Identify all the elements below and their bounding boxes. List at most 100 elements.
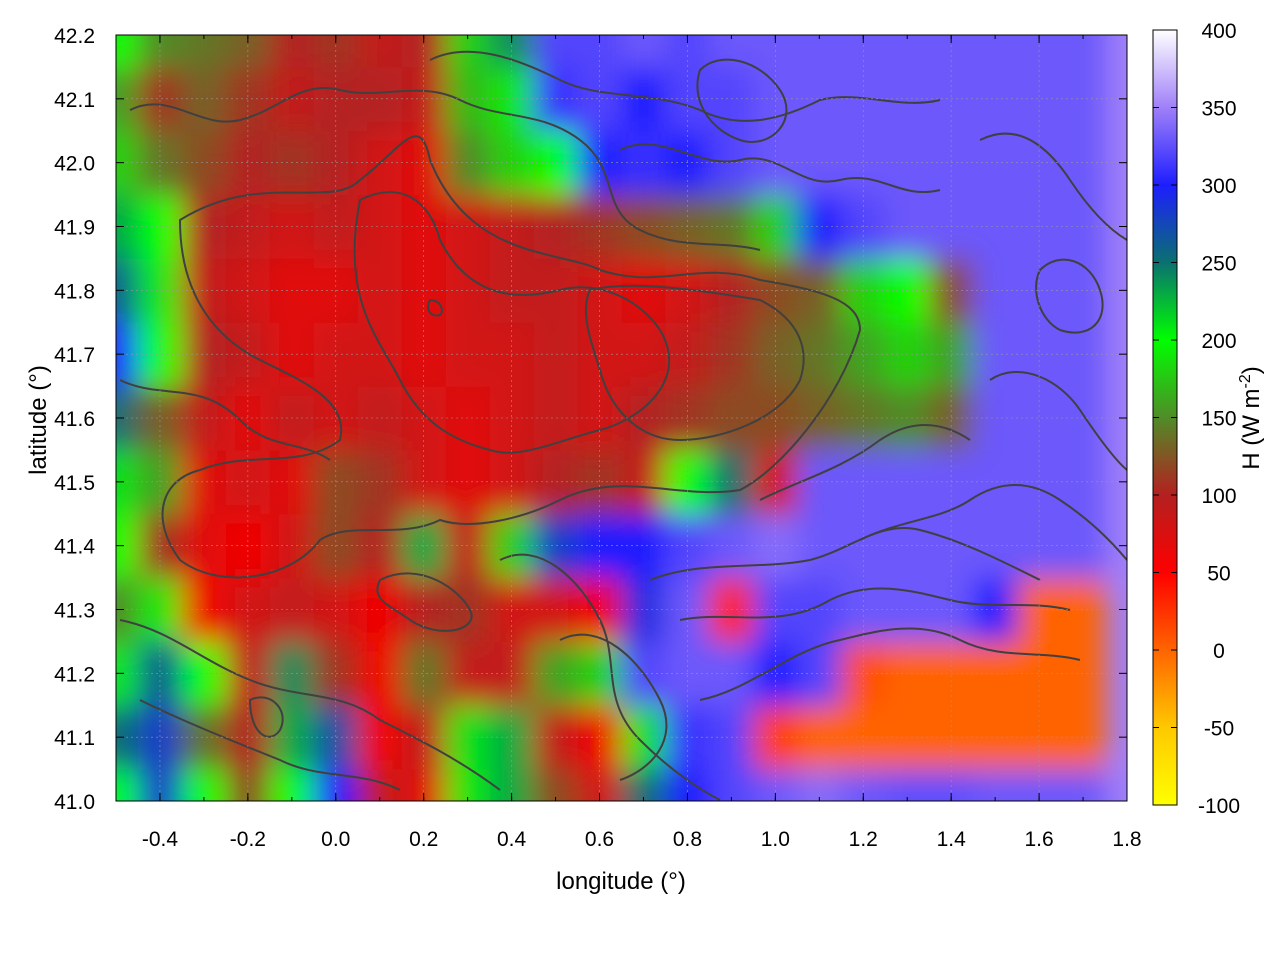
heatmap-cell <box>973 194 1018 259</box>
contour-line <box>989 370 1127 471</box>
colorbar-tick-label: 250 <box>1201 253 1236 276</box>
heatmap-cell <box>621 769 666 801</box>
heatmap-cell <box>533 130 579 196</box>
heatmap-cell <box>621 35 666 68</box>
contour-line <box>859 484 1127 561</box>
heatmap-cell <box>973 66 1018 132</box>
colorbar-tick-labels: 400 350 300 250 200 150 100 50 0 -50 -100 <box>1198 20 1240 818</box>
contour-line <box>699 627 1081 701</box>
heatmap-cell <box>1061 641 1106 706</box>
heatmap-cell <box>269 769 315 801</box>
heatmap-cell <box>357 641 403 706</box>
heatmap-cell <box>357 513 403 579</box>
heatmap-cell <box>533 386 579 451</box>
contour-line <box>161 135 862 579</box>
x-tick-label: 1.2 <box>849 828 878 851</box>
heatmap-cell <box>577 577 622 642</box>
colorbar-tick-label: 350 <box>1201 98 1236 121</box>
x-tick-label: 1.0 <box>761 828 790 851</box>
y-axis-label: latitude (°) <box>25 365 52 475</box>
colorbar-tick-label: -100 <box>1198 795 1240 818</box>
heatmap-cell <box>401 705 447 770</box>
contour-line <box>1035 258 1104 334</box>
colorbar-label-close: ) <box>1238 366 1265 374</box>
y-tick-label: 42.0 <box>54 153 95 176</box>
heatmap-cell <box>797 322 842 387</box>
heatmap-cell <box>116 35 139 68</box>
heatmap-cell <box>973 449 1018 515</box>
heatmap-cell <box>1061 258 1106 323</box>
heatmap-cell <box>533 449 579 515</box>
colorbar-tick-label: 50 <box>1207 563 1230 586</box>
heatmap-cell <box>357 35 403 68</box>
y-tick-label: 41.6 <box>54 408 95 431</box>
heatmap-cell <box>533 705 579 770</box>
colorbar-tick-label: 200 <box>1201 330 1236 353</box>
y-tick-label: 41.2 <box>54 663 95 686</box>
heatmap-cell <box>797 66 842 132</box>
colorbar-label-main: H (W m <box>1238 388 1265 469</box>
contour-line <box>679 587 1071 621</box>
y-tick-label: 41.1 <box>54 727 95 750</box>
heatmap-cell <box>1061 513 1106 579</box>
colorbar-label: H (W m-2) <box>1237 366 1265 470</box>
heatmap-cell <box>181 641 227 706</box>
x-tick-label: 0.8 <box>673 828 702 851</box>
heatmap-cell <box>797 513 842 579</box>
heatmap-cell <box>1061 66 1106 132</box>
x-tick-label: -0.4 <box>142 828 179 851</box>
x-tick-label: 1.8 <box>1112 828 1141 851</box>
heatmap-cell <box>621 130 666 196</box>
contour-line <box>979 132 1127 241</box>
heatmap-cell <box>181 769 227 801</box>
contour-line <box>427 298 443 317</box>
contour-line <box>376 572 473 632</box>
heatmap-cell <box>137 705 183 770</box>
heatmap-cell <box>797 386 842 451</box>
contour-line <box>499 553 721 801</box>
heatmap-cell <box>533 577 579 642</box>
y-tick-label: 41.5 <box>54 472 95 495</box>
heatmap-cell <box>533 194 579 259</box>
heatmap-cell <box>621 194 666 259</box>
heatmap-cell <box>181 577 227 642</box>
y-tick-label: 42.1 <box>54 89 95 112</box>
x-tick-label: 1.6 <box>1024 828 1053 851</box>
y-tick-label: 41.7 <box>54 344 95 367</box>
heatmap-cell <box>357 769 403 801</box>
heatmap-cells <box>116 35 1106 801</box>
contour-line <box>619 143 941 193</box>
heatmap-cell <box>709 769 754 801</box>
heatmap-cell <box>1061 705 1106 770</box>
heatmap-cell <box>621 577 666 642</box>
heatmap-cell <box>797 194 842 259</box>
heatmap-cell <box>973 35 1018 68</box>
grid-lines <box>116 35 1127 801</box>
contour-line <box>129 87 761 251</box>
heatmap-cell <box>973 577 1018 642</box>
heatmap-cell <box>973 258 1018 323</box>
heatmap-cell <box>797 449 842 515</box>
colorbar-tick-label: 0 <box>1213 640 1225 663</box>
heatmap-cell <box>181 386 227 451</box>
heatmap-cell <box>533 322 579 387</box>
y-tick-label: 42.2 <box>54 25 95 48</box>
contour-line <box>248 696 284 738</box>
contour-line <box>119 619 501 791</box>
heatmap-cell <box>357 386 403 451</box>
heatmap-cell <box>973 386 1018 451</box>
heatmap-cell <box>797 35 842 68</box>
x-tick-label: 0.2 <box>409 828 438 851</box>
heatmap-cell <box>973 513 1018 579</box>
heatmap-cell <box>797 641 842 706</box>
heatmap-cell <box>357 194 403 259</box>
x-tick-label: -0.2 <box>230 828 266 851</box>
heatmap-cell <box>885 769 930 801</box>
heatmap-cell <box>621 449 666 515</box>
heatmap-cell <box>621 322 666 387</box>
heatmap-cell <box>1017 705 1062 770</box>
heatmap-cell <box>797 577 842 642</box>
heatmap-cell <box>357 449 403 515</box>
colorbar-label-superscript: -2 <box>1237 374 1254 388</box>
